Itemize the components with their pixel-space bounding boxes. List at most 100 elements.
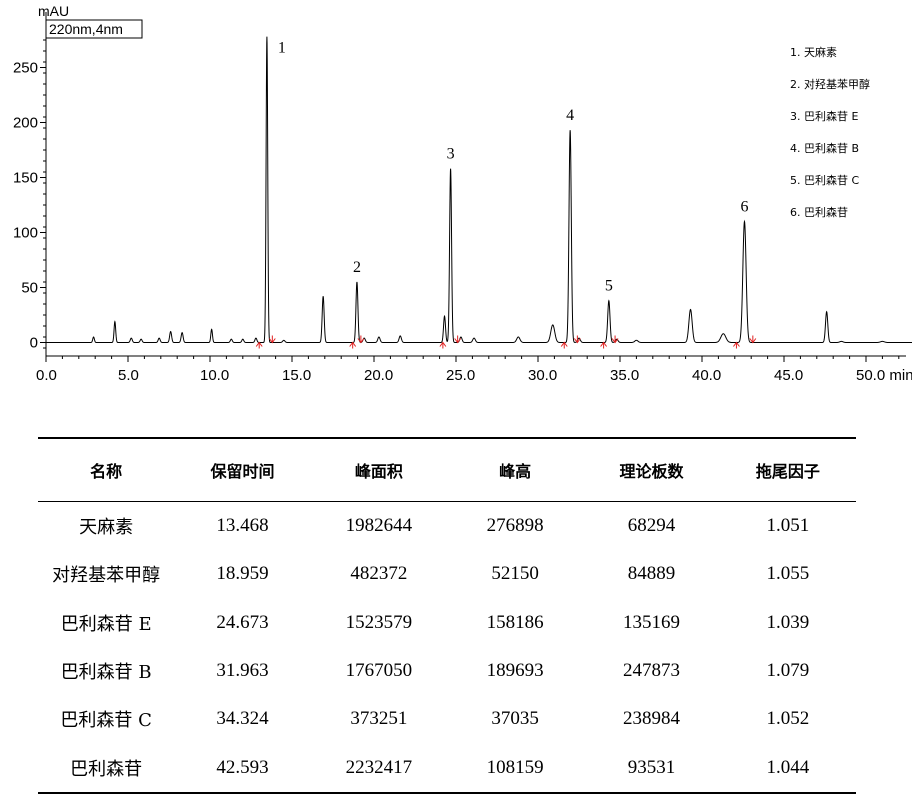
table-cell: 13.468 [216, 515, 269, 537]
integration-marker [600, 341, 607, 349]
column-header: 名称 [90, 462, 123, 481]
integration-marker [749, 335, 757, 344]
table-cell: 247873 [622, 660, 680, 682]
integration-marker [560, 341, 568, 349]
table-cell: 93531 [627, 756, 676, 778]
column-header: 保留时间 [210, 462, 275, 481]
legend-entry: 6. 巴利森苷 [790, 205, 848, 219]
table-row: 对羟基苯甲醇 18.959 482372 52150 84889 1.055 [38, 550, 856, 598]
integration-marker [611, 335, 619, 344]
marker-head [611, 338, 619, 344]
integration-marker [268, 335, 276, 344]
peak-label: 5 [605, 278, 613, 295]
marker-head [255, 341, 263, 347]
table-cell: 1523579 [345, 611, 413, 633]
compound-name-cell: 巴利森苷 [70, 758, 143, 780]
integration-marker [454, 335, 462, 344]
peak-label: 2 [353, 259, 361, 276]
table-cell: 52150 [491, 563, 539, 585]
x-tick-label: 25.0 [446, 367, 475, 384]
table-cell: 84889 [627, 563, 676, 585]
x-tick-label: 35.0 [610, 367, 639, 384]
peak-label: 4 [566, 107, 574, 124]
table-cell: 482372 [350, 563, 408, 585]
y-tick-label: 100 [13, 225, 38, 242]
table-cell: 373251 [350, 708, 408, 730]
y-tick-label: 250 [13, 60, 38, 77]
table-cell: 37035 [491, 708, 539, 730]
x-tick-label: 10.0 [200, 367, 229, 384]
compound-name-cell: 天麻素 [79, 517, 134, 539]
integration-marker [255, 341, 263, 349]
integration-markers [255, 335, 757, 349]
table-cell: 189693 [486, 660, 544, 682]
table-cell: 108159 [486, 756, 544, 778]
legend-entry: 1. 天麻素 [790, 45, 837, 59]
table-body: 天麻素 13.468 1982644 276898 68294 1.051 对羟基苯甲醇 18… [38, 502, 856, 793]
y-axis-label: mAU [38, 3, 69, 19]
column-header: 拖尾因子 [755, 462, 820, 481]
x-tick-label: 0.0 [36, 367, 57, 384]
table-cell: 276898 [486, 515, 544, 537]
table-cell: 2232417 [345, 756, 413, 778]
table-cell: 1.052 [766, 708, 810, 730]
legend-entry: 5. 巴利森苷 C [790, 173, 859, 187]
x-tick-label: 30.0 [528, 367, 557, 384]
table-row: 巴利森苷 42.593 2232417 108159 93531 1.044 [38, 743, 856, 793]
peak-label: 1 [278, 40, 286, 57]
legend-entry: 3. 巴利森苷 E [790, 109, 858, 123]
table-cell: 31.963 [216, 660, 269, 682]
integration-marker [733, 341, 740, 349]
table-cell: 24.673 [216, 611, 269, 633]
method-label: 220nm,4nm [49, 21, 123, 37]
marker-head [573, 338, 581, 344]
integration-marker [357, 335, 365, 344]
table-cell: 1.044 [766, 756, 810, 778]
table-cell: 18.959 [216, 563, 269, 585]
table-cell: 1.055 [766, 563, 810, 585]
peak-label: 6 [740, 199, 748, 216]
y-tick-label: 150 [13, 170, 38, 187]
marker-head [454, 338, 462, 344]
table-cell: 68294 [627, 515, 676, 537]
table-cell: 1.039 [766, 611, 810, 633]
y-tick-label: 50 [21, 280, 38, 297]
marker-head [439, 341, 447, 347]
y-tick-label: 0 [30, 335, 38, 352]
peak-label: 3 [447, 146, 455, 163]
legend-entry: 2. 对羟基苯甲醇 [790, 77, 870, 91]
table-cell: 1.051 [766, 515, 810, 537]
chart-axes [45, 12, 906, 357]
legend-entry: 4. 巴利森苷 B [790, 141, 859, 155]
x-tick-label: 15.0 [282, 367, 311, 384]
integration-marker [439, 341, 447, 349]
compound-name-cell: 巴利森苷 C [60, 710, 152, 732]
table-cell: 1982644 [345, 515, 413, 537]
table-row: 巴利森苷 E 24.673 1523579 158186 135169 1.039 [38, 599, 856, 647]
chromatogram-trace [46, 36, 912, 343]
x-tick-label: 40.0 [692, 367, 721, 384]
y-tick-label: 200 [13, 115, 38, 132]
table-row: 天麻素 13.468 1982644 276898 68294 1.051 [38, 502, 856, 551]
table-cell: 135169 [622, 611, 680, 633]
table-cell: 34.324 [216, 708, 269, 730]
column-header: 峰面积 [354, 462, 403, 481]
table-cell: 42.593 [216, 756, 269, 778]
marker-head [349, 341, 357, 347]
marker-head [560, 341, 568, 347]
chart-ticks: 0.0 5.0 10.0 15.0 20.0 25.0 30.0 35.0 40.0 45.0 50… [13, 39, 912, 384]
integration-marker [349, 341, 357, 349]
chart-legend: 1. 天麻素 2. 对羟基苯甲醇 3. 巴利森苷 E 4. 巴利森苷 B 5. 巴利森苷… [790, 45, 870, 219]
table-header-row: 名称 保留时间 峰面积 峰高 理论板数 拖尾因子 [38, 438, 856, 502]
table-row: 巴利森苷 B 31.963 1767050 189693 247873 1.079 [38, 647, 856, 695]
results-table: 名称 保留时间 峰面积 峰高 理论板数 拖尾因子 天麻素 13.468 1982644 2768… [38, 437, 856, 794]
x-tick-label: 50.0 min [856, 367, 912, 384]
table-row: 巴利森苷 C 34.324 373251 37035 238984 1.052 [38, 695, 856, 743]
table-cell: 158186 [486, 611, 544, 633]
x-tick-label: 45.0 [774, 367, 803, 384]
column-header: 理论板数 [619, 462, 684, 481]
integration-marker [573, 335, 581, 344]
marker-head [600, 341, 607, 347]
trace-layer [46, 36, 912, 343]
table-cell: 238984 [622, 708, 680, 730]
